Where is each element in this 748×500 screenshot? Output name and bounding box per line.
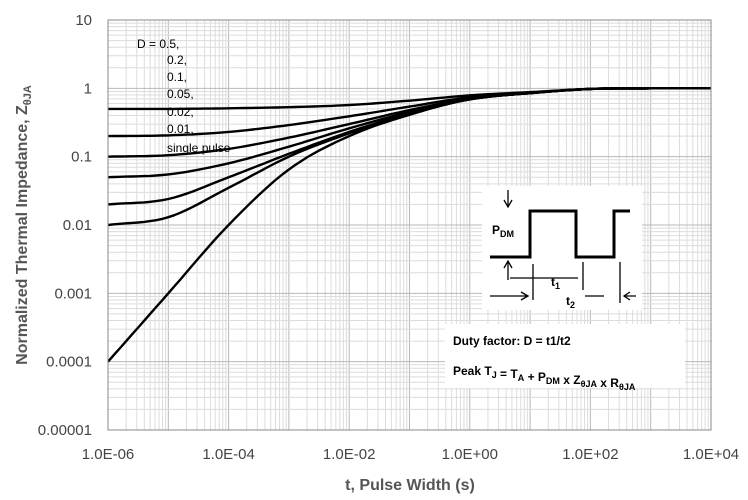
formula-part: = T	[497, 367, 519, 381]
plot-frame	[107, 19, 712, 431]
x-tick-label: 1.0E+00	[442, 446, 498, 463]
formula-subscript: A	[518, 373, 525, 383]
formula-subscript: θJA	[581, 379, 598, 389]
x-tick-label: 1.0E+04	[683, 446, 739, 463]
formula-subscript: DM	[546, 376, 560, 386]
pdm-label: PDM	[492, 223, 514, 239]
pulse-inset: PDM t1 t2 Duty factor: D = t1/t2 Peak TJ…	[445, 186, 685, 392]
y-tick-label: 0.0001	[46, 354, 92, 371]
t2-marker	[490, 262, 636, 303]
series-line-6	[107, 87, 711, 363]
y-tick-label: 1	[84, 80, 92, 97]
legend-entry-0: D = 0.5,	[137, 37, 179, 51]
y-axis-title: Normalized Thermal Impedance, ZθJA	[14, 85, 34, 365]
y-tick-label: 0.01	[63, 217, 92, 234]
legend-entry-3: 0.05,	[167, 87, 194, 101]
x-tick-label: 1.0E+02	[562, 446, 618, 463]
y-axis-ticks: 0.00001 0.0001 0.001 0.01 0.1 1 10	[38, 12, 92, 439]
t2-label: t2	[566, 294, 575, 310]
pdm-arrows	[503, 190, 513, 280]
formula-subscript: J	[492, 370, 497, 380]
x-axis-ticks: 1.0E-06 1.0E-04 1.0E-02 1.0E+00 1.0E+02 1.0E+…	[82, 446, 739, 463]
formula-part: + P	[524, 370, 546, 384]
legend-entry-6: single pulse	[167, 141, 231, 155]
y-tick-label: 10	[75, 12, 92, 29]
y-axis-title-sub: θJA	[22, 85, 34, 105]
formula-part: Peak T	[453, 364, 492, 378]
formula-part: x R	[597, 376, 619, 390]
formula-part: x Z	[560, 373, 581, 387]
legend-entry-1: 0.2,	[167, 53, 187, 67]
x-axis-title: t, Pulse Width (s)	[345, 477, 475, 494]
legend: D = 0.5, 0.2, 0.1, 0.05, 0.02, 0.01, sin…	[137, 37, 231, 155]
legend-entry-2: 0.1,	[167, 70, 187, 84]
y-tick-label: 0.00001	[38, 422, 92, 439]
peak-formula-text: Peak TJ = TA + PDM x ZθJA x RθJA	[453, 364, 636, 392]
t1-marker	[510, 262, 584, 300]
duty-factor-text: Duty factor: D = t1/t2	[453, 334, 571, 348]
pulse-waveform	[490, 209, 630, 259]
t1-label: t1	[551, 275, 560, 291]
inset-text-box	[445, 324, 685, 388]
legend-entry-5: 0.01,	[167, 122, 194, 136]
y-tick-label: 0.001	[54, 285, 92, 302]
formula-subscript: θJA	[619, 382, 636, 392]
x-tick-label: 1.0E-02	[323, 446, 376, 463]
y-axis-title-main: Normalized Thermal Impedance, Z	[14, 105, 31, 365]
x-tick-label: 1.0E-06	[82, 446, 135, 463]
x-tick-label: 1.0E-04	[202, 446, 255, 463]
legend-entry-4: 0.02,	[167, 105, 194, 119]
curves	[107, 87, 711, 363]
y-tick-label: 0.1	[71, 149, 92, 166]
